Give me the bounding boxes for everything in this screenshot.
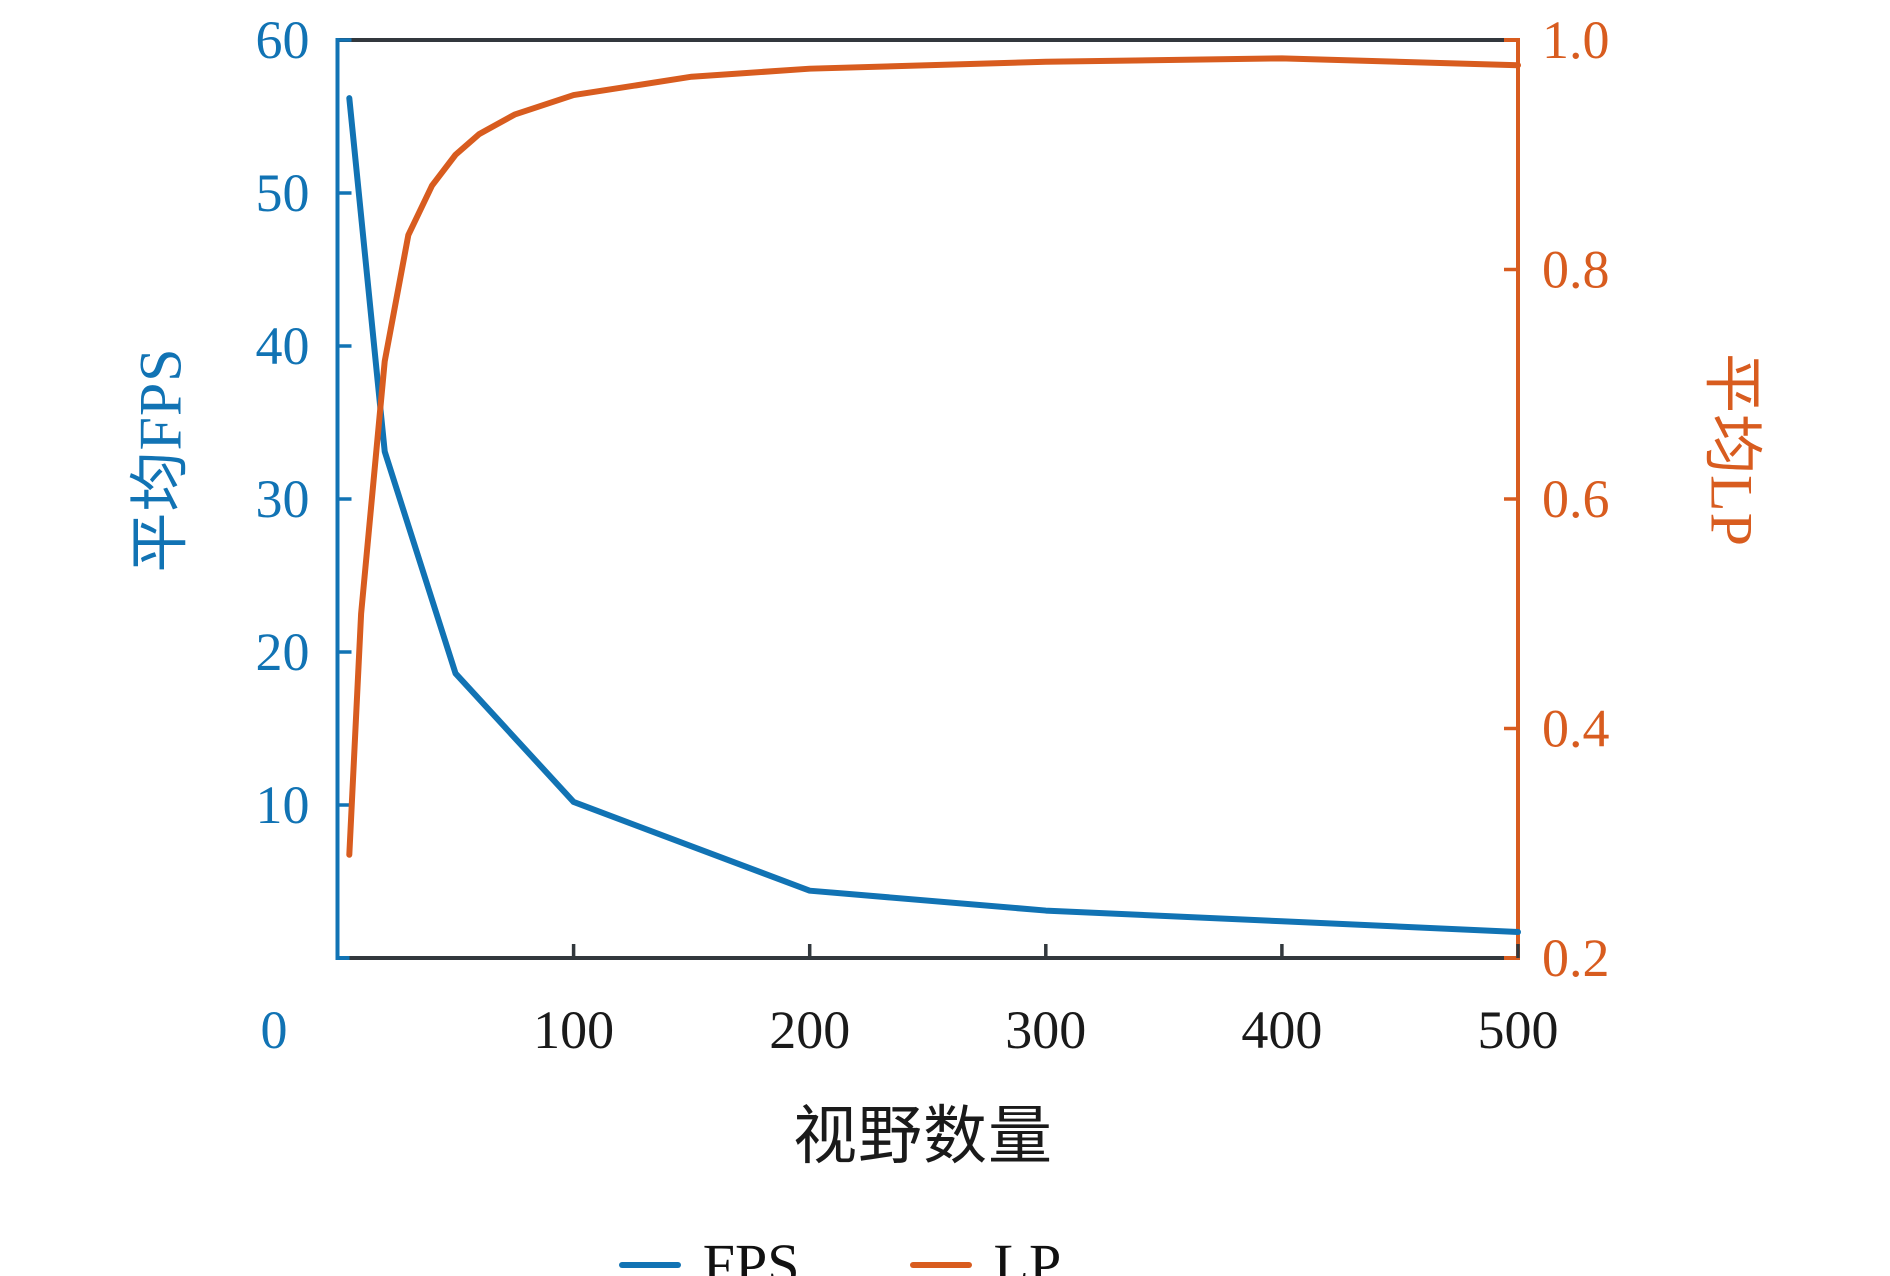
right-axis-tick-label: 0.8: [1542, 240, 1610, 300]
left-axis-tick-label: 60: [256, 10, 310, 70]
y-axis-label-right: 平均LP: [1698, 352, 1765, 548]
fps-line: [346, 95, 1521, 935]
legend-label-fps: FPS: [702, 1232, 800, 1276]
right-axis-tick-label: 1.0: [1542, 10, 1610, 70]
x-axis-tick-label: 100: [533, 1000, 614, 1060]
left-axis-tick-label: 10: [256, 775, 310, 835]
x-axis-tick-label: 200: [769, 1000, 850, 1060]
left-axis-tick-label: 40: [256, 316, 310, 376]
origin-tick-label: 0: [261, 1000, 288, 1060]
left-axis-tick-label: 20: [256, 622, 310, 682]
y-axis-label-left: 平均FPS: [127, 347, 194, 573]
left-axis-tick-label: 30: [256, 469, 310, 529]
right-axis-tick-label: 0.6: [1542, 469, 1610, 529]
legend-item-fps: FPS: [618, 1232, 800, 1276]
lp-line: [346, 55, 1521, 858]
fps-line-swatch: [618, 1262, 681, 1268]
x-axis-tick-label: 400: [1241, 1000, 1322, 1060]
legend-item-lp: LP: [909, 1232, 1062, 1276]
x-axis-tick-label: 500: [1478, 1000, 1559, 1060]
right-axis-tick-label: 0.4: [1542, 699, 1610, 759]
x-axis-label: 视野数量: [793, 1101, 1053, 1172]
lp-line-swatch: [909, 1262, 972, 1268]
left-axis-tick-label: 50: [256, 163, 310, 223]
right-axis-tick-label: 0.2: [1542, 928, 1610, 988]
x-axis-tick-label: 300: [1005, 1000, 1086, 1060]
legend: FPS LP: [0, 1236, 1680, 1276]
legend-label-lp: LP: [993, 1232, 1062, 1276]
